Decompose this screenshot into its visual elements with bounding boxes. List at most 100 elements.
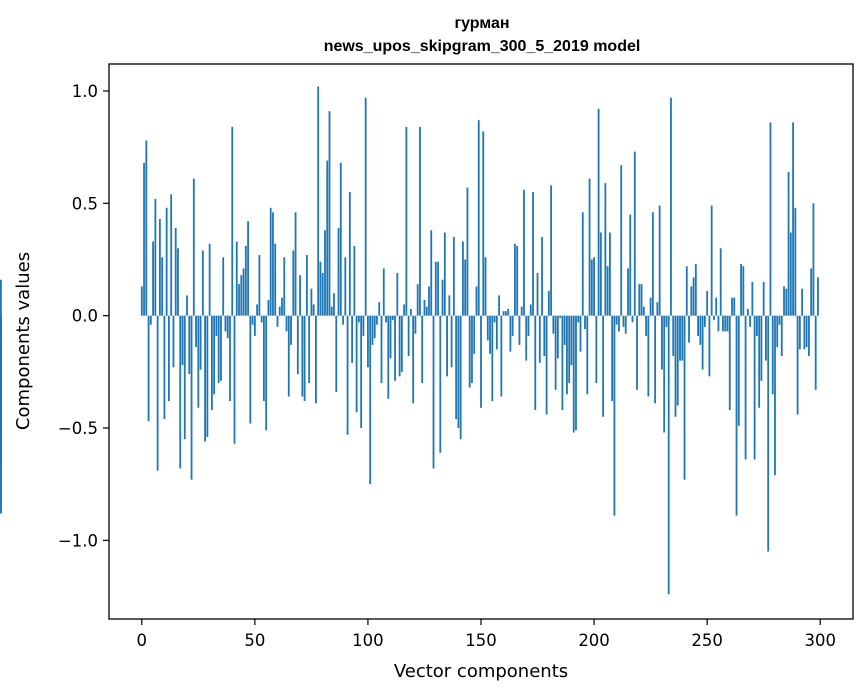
bar-182 xyxy=(552,315,555,334)
bar-221 xyxy=(640,284,643,316)
bar-22 xyxy=(190,315,193,480)
bar-96 xyxy=(357,315,360,323)
bar-80 xyxy=(321,272,324,316)
bar-107 xyxy=(382,268,385,316)
bar-290 xyxy=(796,315,799,415)
bar-14 xyxy=(172,315,175,368)
bar-79 xyxy=(319,261,322,316)
bar-277 xyxy=(767,315,770,552)
bar-92 xyxy=(348,192,351,316)
bar-164 xyxy=(511,315,514,336)
bar-123 xyxy=(419,126,421,316)
y-tick-label: 0.5 xyxy=(72,194,98,213)
bar-204 xyxy=(602,315,605,417)
bar-106 xyxy=(380,315,383,384)
bar-151 xyxy=(482,131,485,316)
bar-97 xyxy=(360,315,363,429)
bar-12 xyxy=(168,315,170,402)
bar-103 xyxy=(373,315,376,339)
bar-118 xyxy=(407,315,410,357)
bar-41 xyxy=(233,315,236,444)
bar-3 xyxy=(147,315,150,422)
bar-27 xyxy=(201,250,204,316)
bar-215 xyxy=(627,268,629,316)
bar-278 xyxy=(769,122,772,316)
bar-44 xyxy=(240,275,243,316)
bar-211 xyxy=(618,315,620,332)
bar-45 xyxy=(242,268,245,316)
bar-226 xyxy=(651,212,654,316)
x-tick-label: 0 xyxy=(137,631,148,650)
bar-197 xyxy=(586,315,589,395)
bar-1 xyxy=(143,162,145,316)
bar-214 xyxy=(624,315,627,334)
bar-0 xyxy=(140,286,143,316)
bar-234 xyxy=(670,97,672,316)
bar-297 xyxy=(812,203,815,316)
bar-163 xyxy=(509,315,512,352)
bar-126 xyxy=(425,306,428,316)
bar-46 xyxy=(244,246,247,316)
bar-6 xyxy=(154,198,157,316)
bar-256 xyxy=(719,248,722,316)
bar-284 xyxy=(783,286,785,316)
bar-62 xyxy=(281,297,283,316)
chart-subtitle: news_upos_skipgram_300_5_2019 model xyxy=(324,38,641,55)
bar-29 xyxy=(206,315,209,437)
bar-222 xyxy=(642,306,645,316)
bar-116 xyxy=(403,304,406,316)
bar-281 xyxy=(776,315,779,348)
bar-9 xyxy=(161,257,164,316)
y-tick-label: −0.5 xyxy=(58,419,98,438)
bar-251 xyxy=(708,315,711,377)
bar-172 xyxy=(529,304,532,316)
bar-230 xyxy=(661,315,663,370)
bar-245 xyxy=(694,263,697,316)
bar-132 xyxy=(439,315,442,453)
bar-168 xyxy=(520,306,523,316)
bar-72 xyxy=(303,315,306,402)
bar-127 xyxy=(428,286,430,316)
bar-165 xyxy=(514,243,516,316)
bar-202 xyxy=(597,108,600,316)
bar-23 xyxy=(192,178,195,316)
bar-144 xyxy=(466,187,469,316)
bar-162 xyxy=(507,308,510,316)
bar-145 xyxy=(468,315,471,388)
bar-291 xyxy=(798,315,801,350)
bar-239 xyxy=(681,315,684,361)
bar-255 xyxy=(717,315,720,332)
bar-56 xyxy=(267,299,270,316)
bar-86 xyxy=(335,315,338,393)
bar-153 xyxy=(486,315,489,341)
x-tick-label: 150 xyxy=(465,631,497,650)
bar-133 xyxy=(441,279,444,316)
bar-53 xyxy=(260,315,263,323)
bar-263 xyxy=(735,315,738,516)
bar-241 xyxy=(685,266,688,316)
bar-194 xyxy=(579,315,582,352)
bar-73 xyxy=(305,254,308,316)
bar-75 xyxy=(310,288,313,316)
bar-117 xyxy=(405,126,408,316)
bar-268 xyxy=(746,308,749,316)
y-tick-label: 1.0 xyxy=(72,82,98,101)
x-tick-label: 300 xyxy=(804,631,836,650)
bar-28 xyxy=(204,315,207,442)
bar-19 xyxy=(183,315,186,440)
bar-210 xyxy=(615,315,618,325)
bar-280 xyxy=(774,315,776,476)
bar-124 xyxy=(421,315,424,384)
bar-136 xyxy=(448,295,451,316)
bar-247 xyxy=(699,315,702,345)
bar-17 xyxy=(179,315,182,469)
bar-81 xyxy=(324,230,326,316)
bar-59 xyxy=(274,243,277,316)
bar-160 xyxy=(502,311,505,316)
x-axis-label: Vector components xyxy=(394,661,568,682)
bar-252 xyxy=(710,205,713,316)
bar-228 xyxy=(656,302,659,316)
bar-184 xyxy=(556,315,559,359)
bar-244 xyxy=(692,277,695,316)
y-tick-label: 0.0 xyxy=(72,307,98,326)
